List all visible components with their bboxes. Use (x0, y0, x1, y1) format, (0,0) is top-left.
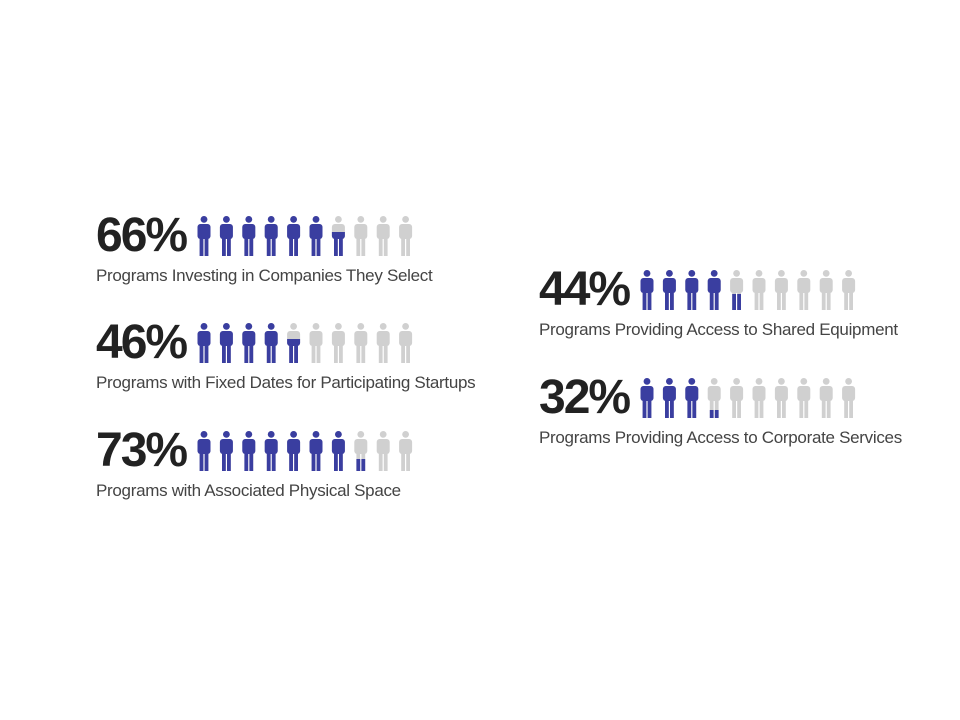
person-icon (309, 431, 323, 471)
person-icon (309, 216, 323, 256)
person-icon (287, 431, 301, 471)
pictogram-row (640, 378, 856, 418)
person-icon (264, 323, 278, 363)
person-icon (287, 323, 301, 363)
stat-percent: 73% (96, 424, 188, 477)
pictogram-row (640, 270, 856, 310)
person-icon (752, 378, 766, 418)
stat-percent: 32% (539, 371, 631, 424)
person-icon (662, 378, 676, 418)
person-icon (730, 378, 744, 418)
person-icon (242, 431, 256, 471)
stat-fixed-dates: 46% Programs with Fixed Dates for Partic… (96, 316, 476, 393)
stat-label: Programs Providing Access to Corporate S… (539, 428, 902, 447)
stat-label: Programs with Fixed Dates for Participat… (96, 373, 476, 392)
person-icon (242, 323, 256, 363)
stat-label: Programs Investing in Companies They Sel… (96, 266, 433, 285)
stat-percent: 66% (96, 209, 188, 262)
pictogram-row (197, 216, 413, 256)
person-icon (309, 323, 323, 363)
stat-percent: 46% (96, 316, 188, 369)
person-icon (707, 378, 721, 418)
person-icon (197, 431, 211, 471)
person-icon (399, 323, 413, 363)
person-icon (797, 378, 811, 418)
stat-percent: 44% (539, 263, 631, 316)
person-icon (774, 378, 788, 418)
pictogram-row (197, 431, 413, 471)
person-icon (399, 216, 413, 256)
person-icon (331, 431, 345, 471)
person-icon (354, 323, 368, 363)
person-icon (219, 216, 233, 256)
person-icon (197, 323, 211, 363)
person-icon (774, 270, 788, 310)
stat-investing: 66% Programs Investing in Companies They… (96, 209, 433, 286)
person-icon (685, 378, 699, 418)
person-icon (331, 216, 345, 256)
person-icon (662, 270, 676, 310)
person-icon (219, 323, 233, 363)
person-icon (842, 378, 856, 418)
person-icon (264, 216, 278, 256)
person-icon (707, 270, 721, 310)
person-icon (376, 323, 390, 363)
person-icon (219, 431, 233, 471)
person-icon (640, 378, 654, 418)
person-icon (399, 431, 413, 471)
person-icon (730, 270, 744, 310)
person-icon (264, 431, 278, 471)
person-icon (752, 270, 766, 310)
person-icon (354, 431, 368, 471)
stat-corporate-services: 32% Programs Providing Access to Corpora… (539, 372, 902, 448)
person-icon (685, 270, 699, 310)
person-icon (376, 216, 390, 256)
person-icon (331, 323, 345, 363)
stat-label: Programs Providing Access to Shared Equi… (539, 320, 898, 339)
person-icon (842, 270, 856, 310)
person-icon (287, 216, 301, 256)
stat-physical-space: 73% Programs with Associated Physical Sp… (96, 425, 420, 501)
pictogram-row (197, 323, 413, 363)
person-icon (819, 270, 833, 310)
person-icon (376, 431, 390, 471)
stat-label: Programs with Associated Physical Space (96, 481, 401, 500)
person-icon (197, 216, 211, 256)
stat-shared-equipment: 44% Programs Providing Access to Shared … (539, 264, 898, 340)
person-icon (819, 378, 833, 418)
person-icon (242, 216, 256, 256)
person-icon (354, 216, 368, 256)
person-icon (797, 270, 811, 310)
person-icon (640, 270, 654, 310)
